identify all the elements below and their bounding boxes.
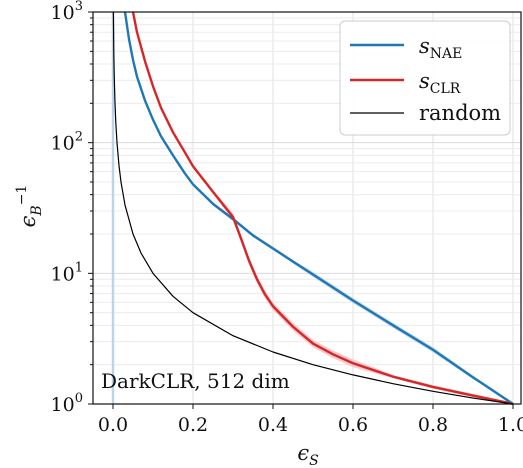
y-axis-label: ϵB−1 bbox=[14, 185, 45, 228]
annotation-text: DarkCLR, 512 dim bbox=[101, 369, 290, 393]
x-axis-label-sub: S bbox=[309, 453, 319, 468]
x-tick-label: 0.4 bbox=[258, 414, 288, 436]
legend-sub-nae: NAE bbox=[430, 46, 463, 62]
series-line-0 bbox=[123, 11, 514, 405]
legend-sub-clr: CLR bbox=[430, 81, 461, 97]
legend-box bbox=[339, 20, 511, 136]
x-tick-label: 1.0 bbox=[498, 414, 523, 436]
axis-ticks: 0.0 0.2 0.4 0.6 0.8 1.0 100 101 102 103 bbox=[51, 0, 523, 436]
y-axis-label-sub: B bbox=[29, 205, 45, 216]
y-tick-label: 103 bbox=[51, 0, 83, 24]
legend: sNAE sCLR random bbox=[339, 20, 511, 136]
x-axis-label: ϵS bbox=[297, 441, 318, 468]
y-tick-label: 101 bbox=[51, 260, 83, 285]
y-axis-label-sup: −1 bbox=[14, 185, 30, 206]
series-lines bbox=[112, 11, 514, 406]
y-tick-label: 100 bbox=[51, 391, 83, 416]
plot-frame bbox=[92, 11, 522, 405]
x-tick-label: 0.6 bbox=[338, 414, 368, 436]
series-line-1 bbox=[131, 11, 514, 406]
x-tick-label: 0.2 bbox=[178, 414, 208, 436]
x-tick-label: 0.8 bbox=[418, 414, 448, 436]
uncertainty-bands bbox=[111, 12, 513, 404]
series-line-2 bbox=[112, 11, 514, 405]
legend-label-random: random bbox=[419, 101, 501, 125]
y-tick-label: 102 bbox=[51, 130, 83, 155]
x-tick-label: 0.0 bbox=[98, 414, 128, 436]
